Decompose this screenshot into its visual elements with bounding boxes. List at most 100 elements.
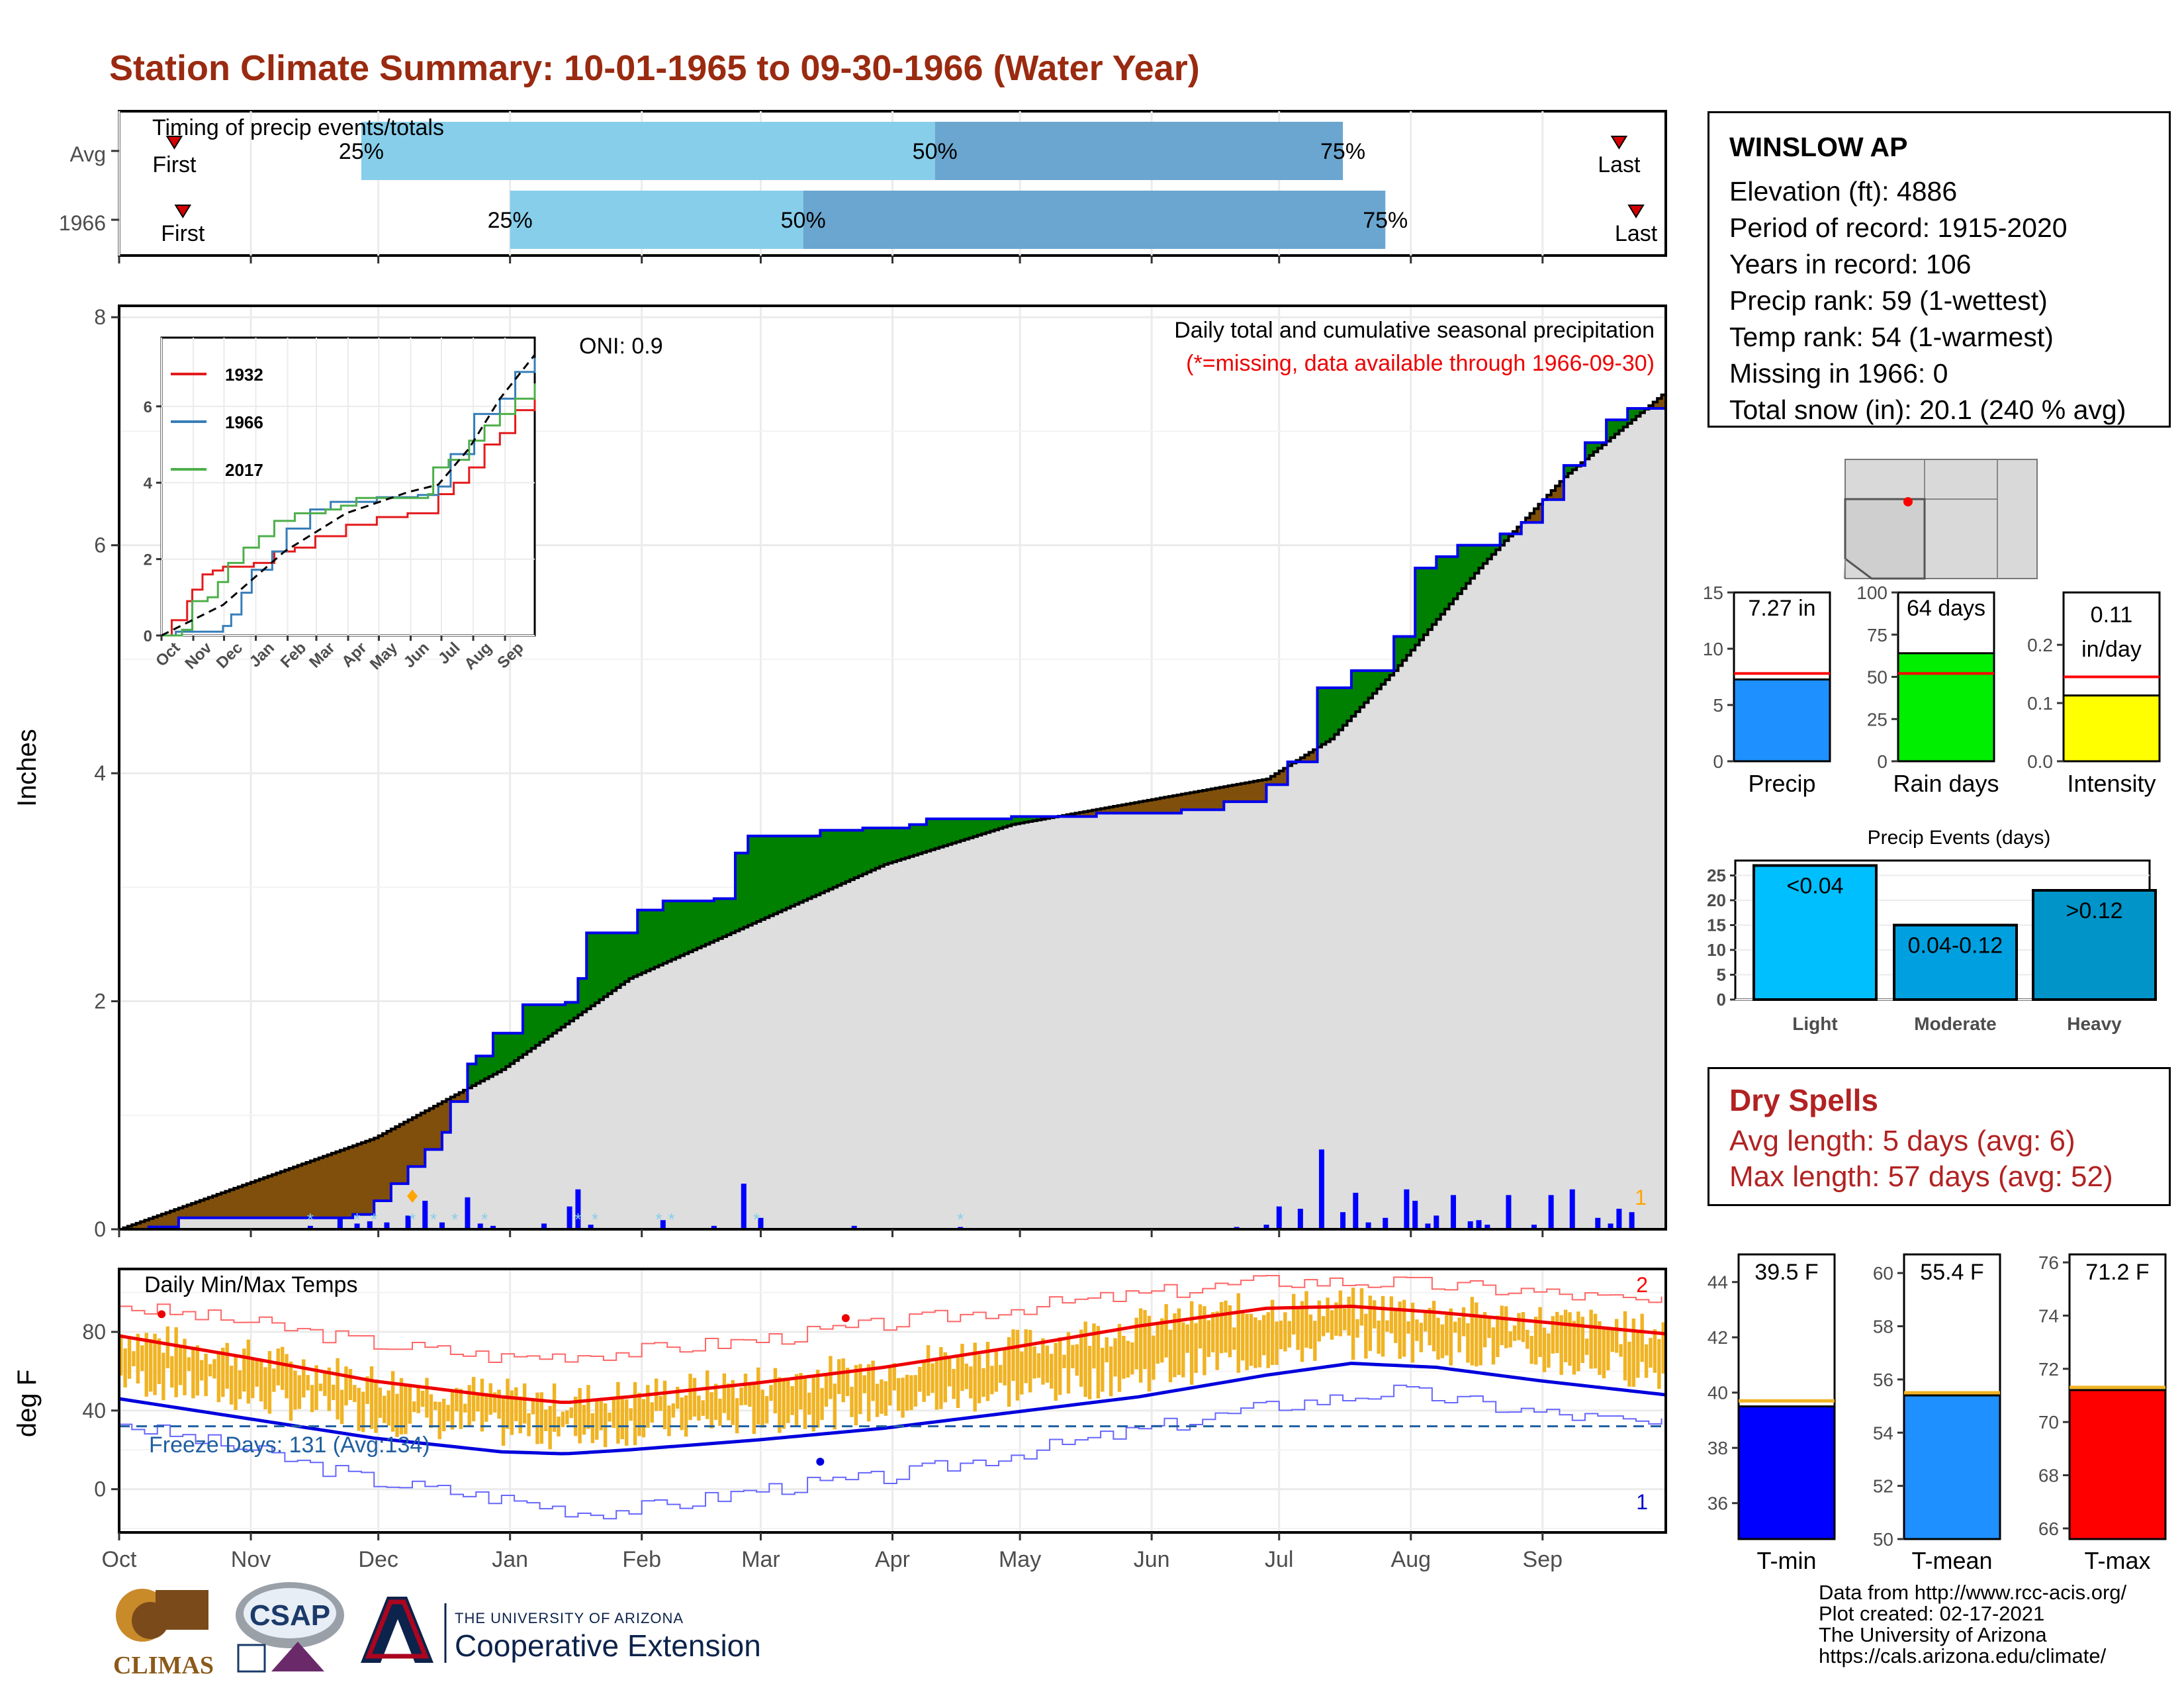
cumulative-area: [259, 1217, 264, 1229]
below-avg-fill: [327, 1154, 332, 1218]
below-avg-fill: [310, 1160, 315, 1218]
daily-temp-bar: [340, 1389, 344, 1425]
daily-temp-bar: [446, 1405, 450, 1422]
cumulative-area: [404, 1184, 409, 1229]
timing-p25-label: 25%: [339, 139, 384, 164]
cumulative-area: [323, 1217, 328, 1229]
above-avg-fill: [590, 933, 596, 1006]
daily-temp-bar: [1610, 1327, 1614, 1352]
cumulative-area: [782, 910, 787, 1229]
above-avg-fill: [926, 819, 931, 851]
daily-temp-bar: [722, 1373, 727, 1413]
cumulative-area: [297, 1217, 302, 1229]
above-avg-fill: [1347, 687, 1352, 721]
below-avg-fill: [1071, 814, 1076, 817]
daily-temp-bar: [1092, 1323, 1096, 1369]
daily-temp-bar: [1517, 1313, 1521, 1340]
mini-ytick-label: 50: [1867, 667, 1888, 688]
cumulative-area: [1428, 630, 1433, 1229]
above-avg-fill: [1482, 545, 1488, 564]
above-avg-fill: [578, 978, 583, 1015]
below-avg-fill: [463, 1090, 469, 1102]
daily-temp-bar: [1428, 1307, 1432, 1346]
cumulative-area: [964, 839, 970, 1229]
mini-ytick-label: 0.2: [2027, 635, 2053, 655]
above-avg-fill: [973, 819, 978, 837]
above-avg-fill: [603, 933, 608, 997]
above-avg-fill: [862, 827, 868, 874]
cumulative-area: [221, 1217, 226, 1229]
avg-max-line: [118, 1304, 1666, 1404]
cumulative-area: [1198, 810, 1203, 1229]
cumulative-area: [518, 1057, 523, 1229]
temp-bar-name: T-min: [1757, 1547, 1817, 1574]
cumulative-area: [1445, 609, 1450, 1229]
below-avg-fill: [429, 1108, 434, 1150]
daily-temp-bar: [1036, 1353, 1041, 1378]
cumulative-area: [1317, 747, 1322, 1229]
cumulative-area: [1419, 639, 1424, 1229]
daily-temp-bar: [416, 1386, 420, 1413]
daily-temp-bar: [280, 1346, 285, 1390]
daily-precip-bar: [1263, 1225, 1269, 1229]
above-avg-fill: [1359, 671, 1365, 708]
cumulative-area: [1287, 765, 1293, 1229]
above-avg-fill: [901, 827, 906, 859]
daily-temp-bar: [880, 1379, 884, 1414]
cumulative-area: [931, 849, 936, 1229]
daily-temp-bar: [1232, 1327, 1236, 1350]
events-bar-moderate: [1893, 923, 2018, 1001]
above-avg-fill: [713, 898, 719, 941]
cumulative-area: [1631, 420, 1637, 1230]
cumulative-area: [1054, 817, 1059, 1229]
below-avg-fill: [344, 1149, 349, 1218]
below-avg-fill: [174, 1209, 179, 1227]
daily-temp-bar: [1355, 1319, 1359, 1338]
cumulative-area: [722, 936, 727, 1229]
station-info-box: WINSLOW AP Elevation (ft): 4886 Period o…: [1707, 111, 2171, 428]
daily-temp-bar: [671, 1403, 676, 1418]
daily-temp-bar: [1563, 1309, 1568, 1362]
cumulative-area: [1619, 430, 1624, 1229]
daily-precip-bar: [575, 1189, 581, 1229]
cumulative-area: [463, 1102, 469, 1229]
daily-temp-bar: [259, 1360, 263, 1402]
daily-temp-bar: [1653, 1329, 1657, 1373]
below-avg-fill: [369, 1139, 375, 1215]
timing-row-avg-label: Avg: [69, 142, 106, 166]
daily-temp-bar: [727, 1383, 731, 1421]
cumulative-area: [926, 851, 931, 1229]
daily-temp-bar: [1198, 1304, 1203, 1349]
cumulative-area: [1134, 813, 1140, 1229]
daily-temp-bar: [272, 1368, 276, 1392]
above-avg-fill: [858, 830, 864, 876]
above-avg-fill: [815, 835, 821, 895]
cumulative-area: [641, 972, 647, 1229]
below-avg-fill: [1143, 801, 1148, 814]
trace-marker: *: [753, 1209, 760, 1229]
above-avg-fill: [939, 819, 944, 847]
temp-bar-ytick-label: 74: [2038, 1305, 2059, 1326]
precip-ytick-label: 6: [94, 534, 106, 557]
cumulative-area: [1424, 634, 1429, 1229]
trace-marker: *: [307, 1209, 314, 1229]
above-avg-fill: [969, 819, 974, 838]
below-avg-fill: [1105, 808, 1110, 814]
daily-temp-bar: [811, 1376, 815, 1432]
cumulative-area: [1661, 408, 1666, 1229]
mini-ytick-label: 0.0: [2027, 751, 2053, 772]
above-avg-fill: [803, 835, 808, 901]
daily-temp-bar: [1087, 1346, 1092, 1399]
daily-temp-bar: [1219, 1301, 1224, 1354]
daily-temp-bar: [790, 1386, 794, 1415]
below-avg-fill: [361, 1143, 366, 1215]
above-avg-fill: [633, 933, 638, 977]
above-avg-fill: [518, 1033, 523, 1058]
above-avg-fill: [1351, 671, 1356, 716]
daily-temp-bar: [1245, 1313, 1249, 1370]
daily-temp-bar: [1164, 1304, 1168, 1358]
above-avg-fill: [595, 933, 600, 1003]
cumulative-area: [952, 843, 957, 1229]
below-avg-fill: [1152, 799, 1157, 814]
month-label: Oct: [102, 1547, 137, 1572]
